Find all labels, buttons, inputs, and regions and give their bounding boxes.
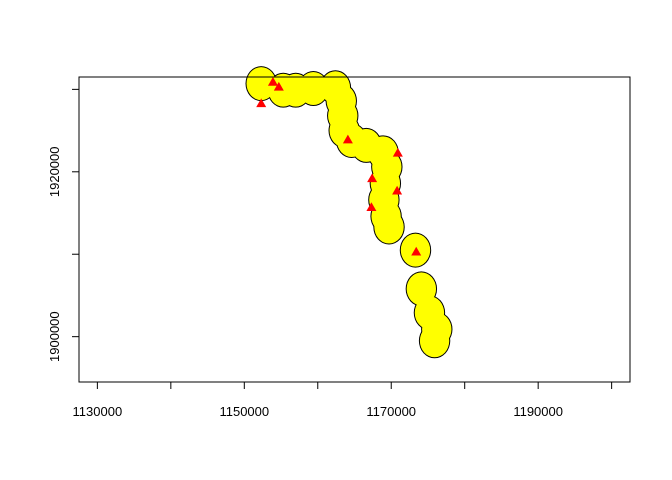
buffer-fill — [246, 67, 452, 358]
y-tick-label: 1920000 — [47, 146, 62, 197]
x-axis: 1130000 1150000 1170000 1190000 — [73, 381, 613, 419]
x-tick-label: 1130000 — [73, 404, 123, 419]
point-marker — [256, 98, 267, 108]
y-axis: 1900000 1920000 — [47, 88, 80, 362]
x-tick-label: 1150000 — [219, 404, 269, 419]
buffer-polygons — [245, 66, 453, 359]
buffer-circle — [298, 72, 329, 106]
point-marker — [392, 185, 403, 195]
point-marker — [273, 81, 284, 91]
point-marker — [367, 173, 378, 183]
x-tick-label: 1190000 — [513, 404, 563, 419]
y-tick-label: 1900000 — [47, 311, 62, 362]
x-tick-label: 1170000 — [366, 404, 416, 419]
point-marker — [267, 76, 278, 86]
point-marker — [366, 202, 377, 211]
point-marker — [411, 246, 422, 256]
point-markers — [256, 76, 422, 256]
point-marker — [342, 134, 353, 144]
buffer-circle — [374, 210, 404, 244]
buffer-circle — [419, 324, 450, 358]
buffer-circle — [246, 67, 276, 101]
point-marker — [392, 147, 403, 157]
